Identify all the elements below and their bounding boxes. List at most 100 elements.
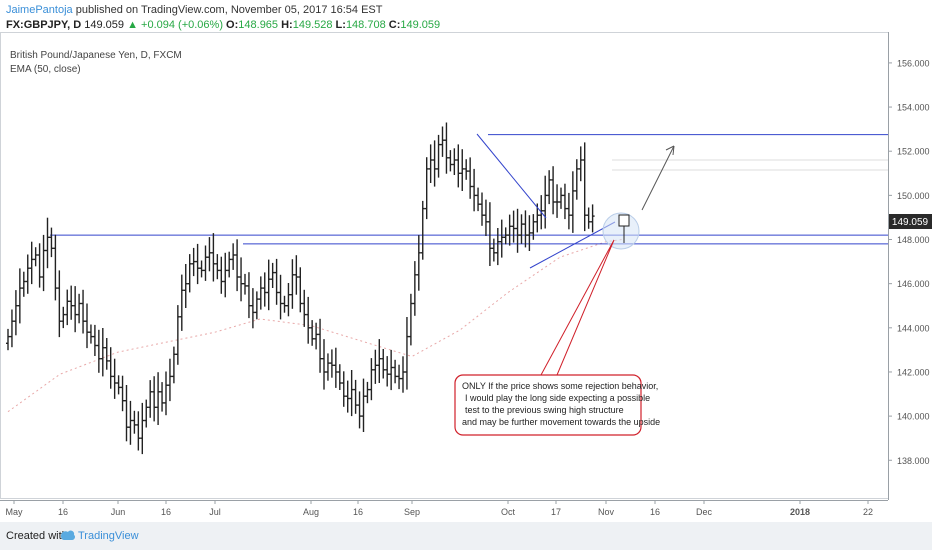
y-tick-label: 150.000 [897,191,930,201]
ohlc-bar [551,166,556,215]
ohlc-bar [191,247,196,277]
ohlc-bar [112,358,117,399]
ohlc-bar [85,303,89,349]
ohlc-bar [503,227,508,245]
ohlc-bar [132,410,137,434]
last-price: 149.059 [84,19,125,31]
ohlc-bar [590,204,595,233]
ohlc-bar [171,346,176,384]
ohlc-bar [92,324,97,356]
ohlc-bar [476,187,481,212]
ohlc-bar [69,285,74,320]
projection-arrow [641,145,675,211]
ohlc-bar [468,157,473,199]
annotation-line-1: ONLY If the price shows some rejection b… [462,381,658,391]
ohlc-bar [507,214,512,246]
ohlc-bar [290,259,295,309]
ohlc-bar [207,237,212,272]
ohlc-bar [499,219,504,258]
ohlc-bar [215,254,220,280]
ohlc-bar [460,149,465,191]
ohlc-bar [179,274,184,331]
ohlc-bar [440,126,445,157]
trend-line-up [529,221,616,269]
y-tick-label: 144.000 [897,323,930,333]
x-tick-label: 22 [863,507,873,517]
ohlc-bar [377,339,382,383]
ohlc-bar [559,187,563,209]
ohlc-bar [345,380,350,413]
ohlc-bars [6,122,595,455]
ohlc-bar [167,358,172,402]
ohlc-bar [531,214,536,240]
x-tick-label: 16 [161,507,171,517]
ohlc-bar [543,175,548,229]
ohlc-bar [337,364,342,390]
ohlc-bar [373,349,378,384]
ohlc-bar [341,371,346,407]
ohlc-bar [239,257,244,302]
ohlc-bar [254,291,259,320]
ohlc-bar [570,171,575,233]
ohlc-bar [235,239,240,292]
x-tick-label: Jul [209,507,221,517]
ohlc-bar [223,252,228,298]
ohlc-bar [258,276,263,310]
ohlc-bar [483,199,488,236]
ohlc-bar [81,289,86,334]
ohlc-bar [116,375,121,395]
ohlc-bar [369,358,374,401]
ohlc-bar [325,353,330,381]
high-value: 149.528 [292,19,333,31]
ohlc-bar [108,347,113,389]
callout-pointer [540,239,615,376]
ohlc-bar [9,309,14,348]
created-with-label: Created with [6,530,68,542]
price-chart[interactable]: British Pound/Japanese Yen, D, FXCM EMA … [0,0,932,522]
ohlc-bar [41,234,46,292]
x-axis-ticks: May 16 Jun 16 Jul Aug 16 Sep Oct 17 Nov 16 Dec 2018 22 [5,500,873,517]
tradingview-logo-icon [61,530,76,540]
ohlc-bar [104,338,109,370]
ohlc-bar [535,203,540,233]
ohlc-bar [278,274,283,320]
ohlc-bar [262,272,267,307]
x-tick-label: 16 [650,507,660,517]
ohlc-bar [124,385,129,442]
x-tick-label: Aug [303,507,319,517]
y-tick-label: 152.000 [897,147,930,157]
ohlc-bar [294,255,299,295]
x-tick-label: 16 [58,507,68,517]
y-tick-label: 138.000 [897,456,930,466]
ohlc-bar [578,146,583,182]
ohlc-bar [385,356,390,387]
ohlc-bar [555,184,560,218]
ohlc-bar [227,251,232,278]
ohlc-bar [420,200,425,260]
ohlc-bar [428,144,433,183]
annotation-box[interactable] [454,374,642,436]
ohlc-bar [203,245,208,281]
ohlc-bar [270,262,275,288]
ohlc-bar [49,227,54,258]
ohlc-bar [464,159,469,180]
author-link[interactable]: JaimePantoja [6,4,73,16]
y-tick-label: 148.000 [897,235,930,245]
horizontal-levels [50,134,888,245]
ohlc-bar [17,268,22,324]
ohlc-bar [183,264,188,308]
x-tick-label: 2018 [790,507,810,517]
ohlc-bar [566,192,571,230]
ohlc-bar [187,254,192,293]
ohlc-bar [152,376,157,422]
tradingview-brand-link[interactable]: TradingView [78,530,139,542]
ohlc-bar [586,207,591,229]
y-tick-label: 142.000 [897,367,930,377]
ohlc-bar [175,305,180,365]
ohlc-bar [136,411,141,451]
x-tick-label: Nov [598,507,615,517]
ohlc-bar [322,339,326,390]
ohlc-bar [314,322,319,350]
open-label: O: [226,19,239,31]
low-label: L: [335,19,346,31]
